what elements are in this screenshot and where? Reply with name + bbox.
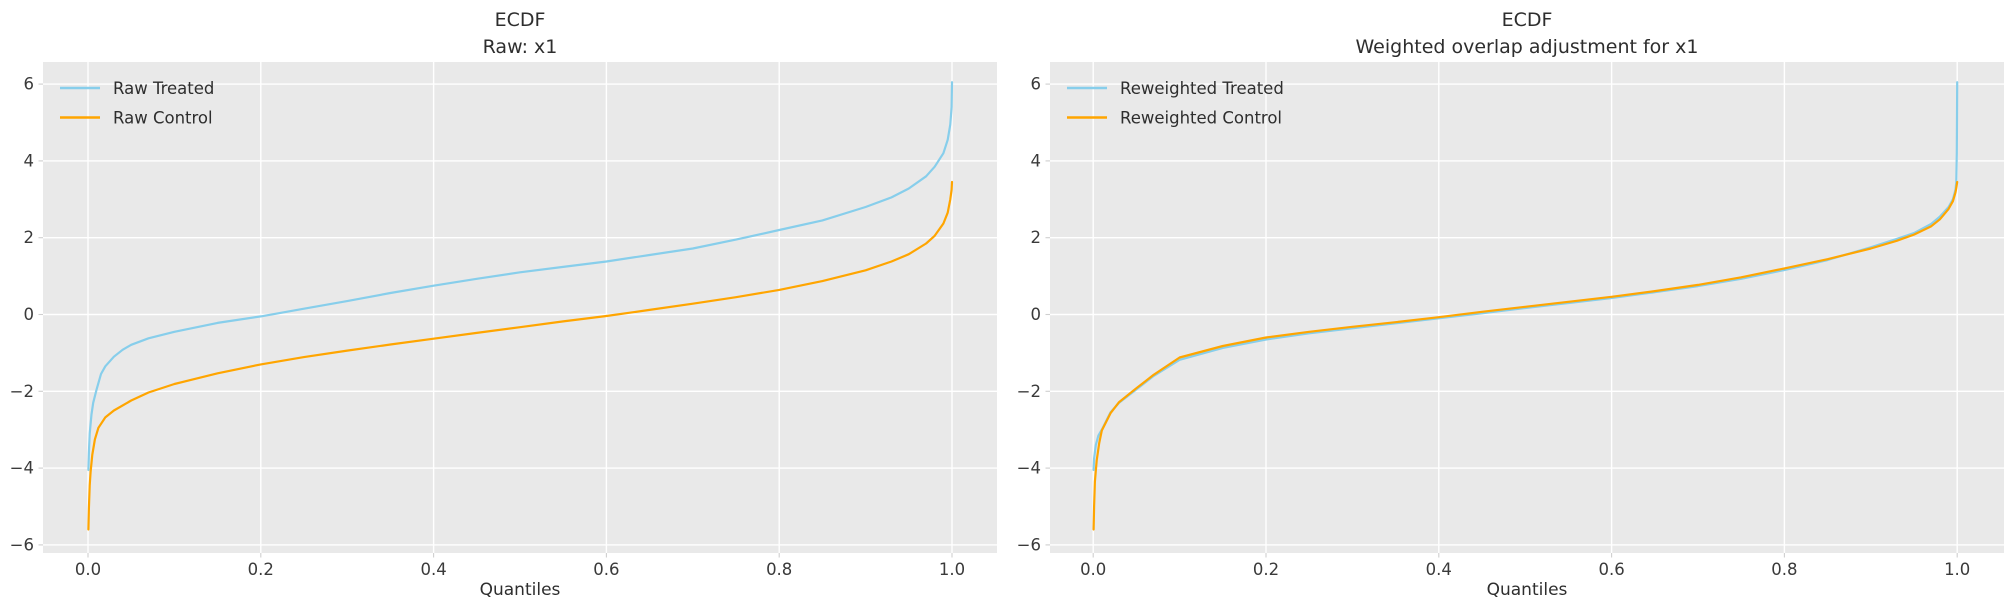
y-tick-label: 6 <box>1031 75 1042 94</box>
legend: Reweighted Treated Reweighted Control <box>1067 79 1284 128</box>
series-lines <box>87 81 954 531</box>
chart-weighted: 0.0 0.2 0.4 0.6 0.8 1.0 6 4 2 0 −2 −4 −6 ECDF Weight… <box>1017 9 2004 600</box>
grid <box>1045 62 2004 558</box>
legend-label-raw-treated: Raw Treated <box>113 79 214 98</box>
x-tick-label: 0.2 <box>248 560 274 579</box>
x-tick-label: 0.2 <box>1253 560 1279 579</box>
y-tick-label: 6 <box>24 75 35 94</box>
y-tick-label: −2 <box>10 382 34 401</box>
y-tick-label: 2 <box>1031 228 1042 247</box>
y-tick-label: 4 <box>24 151 35 170</box>
x-axis-label: Quantiles <box>480 580 561 600</box>
x-tick-label: 1.0 <box>1944 560 1970 579</box>
x-tick-label: 0.0 <box>1080 560 1106 579</box>
y-tick-label: −2 <box>1017 382 1041 401</box>
x-tick-label: 0.0 <box>75 560 101 579</box>
x-tick-label: 0.8 <box>766 560 792 579</box>
x-tick-label: 1.0 <box>939 560 965 579</box>
legend-label-raw-control: Raw Control <box>113 109 213 128</box>
chart-subtitle: Raw: x1 <box>483 36 558 58</box>
x-tick-label: 0.4 <box>1426 560 1452 579</box>
y-tick-label: −6 <box>1017 535 1041 554</box>
chart-title: ECDF <box>1502 9 1553 31</box>
x-tick-label: 0.4 <box>420 560 446 579</box>
tick-labels: 0.0 0.2 0.4 0.6 0.8 1.0 6 4 2 0 −2 −4 −6 <box>10 75 965 579</box>
y-tick-label: −4 <box>1017 459 1041 478</box>
legend-label-reweighted-treated: Reweighted Treated <box>1120 79 1284 98</box>
chart-subtitle: Weighted overlap adjustment for x1 <box>1356 36 1699 58</box>
chart-title: ECDF <box>495 9 546 31</box>
x-tick-label: 0.8 <box>1771 560 1797 579</box>
y-tick-label: −6 <box>10 535 34 554</box>
x-axis-label: Quantiles <box>1487 580 1568 600</box>
y-tick-label: −4 <box>10 459 34 478</box>
y-tick-label: 0 <box>1031 305 1042 324</box>
x-tick-label: 0.6 <box>1598 560 1624 579</box>
series-line-raw-control <box>87 180 954 531</box>
y-tick-label: 0 <box>24 305 35 324</box>
x-tick-label: 0.6 <box>593 560 619 579</box>
series-line-raw-treated <box>87 81 954 472</box>
grid <box>38 62 997 558</box>
y-tick-label: 2 <box>24 228 35 247</box>
y-tick-label: 4 <box>1031 151 1042 170</box>
series-line-reweighted-control <box>1092 180 1959 531</box>
legend: Raw Treated Raw Control <box>60 79 214 128</box>
plot-background <box>43 62 997 553</box>
tick-labels: 0.0 0.2 0.4 0.6 0.8 1.0 6 4 2 0 −2 −4 −6 <box>1017 75 1971 579</box>
legend-label-reweighted-control: Reweighted Control <box>1120 109 1282 128</box>
chart-raw: 0.0 0.2 0.4 0.6 0.8 1.0 6 4 2 0 −2 −4 −6 ECDF Raw: x… <box>10 9 997 600</box>
series-lines <box>1092 81 1959 531</box>
